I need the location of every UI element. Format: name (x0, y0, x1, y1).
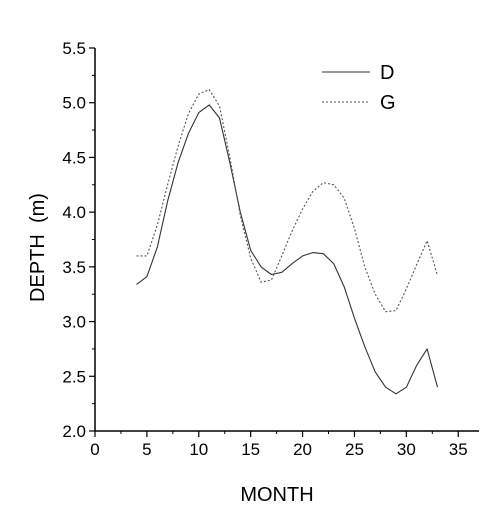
y-tick-label: 3.5 (62, 258, 86, 277)
x-tick-label: 10 (189, 440, 208, 459)
y-tick-label: 2.5 (62, 367, 86, 386)
x-axis-title: MONTH (240, 484, 313, 506)
legend-label-g: G (380, 92, 396, 114)
x-tick-label: 0 (90, 440, 99, 459)
series-line-g (136, 89, 439, 313)
x-tick-label: 5 (142, 440, 151, 459)
axes: 0 5 10 15 20 25 30 35 2.0 2.5 3.0 3.5 4.0 4.5 5.0 5.5 (62, 39, 479, 459)
legend: DG (322, 62, 396, 114)
x-tick-label: 20 (293, 440, 312, 459)
series-lines (136, 89, 439, 395)
x-tick-label: 35 (449, 440, 468, 459)
x-tick-label: 25 (345, 440, 364, 459)
y-tick-label: 5.0 (62, 94, 86, 113)
y-tick-label: 4.0 (62, 203, 86, 222)
y-tick-label: 5.5 (62, 39, 86, 58)
series-line-d (136, 104, 439, 395)
x-tick-label: 15 (241, 440, 260, 459)
y-tick-label: 2.0 (62, 422, 86, 441)
x-tick-label: 30 (397, 440, 416, 459)
legend-label-d: D (380, 62, 394, 84)
y-tick-label: 3.0 (62, 313, 86, 332)
y-tick-label: 4.5 (62, 148, 86, 167)
y-axis-title: DEPTH (m) (27, 193, 49, 302)
